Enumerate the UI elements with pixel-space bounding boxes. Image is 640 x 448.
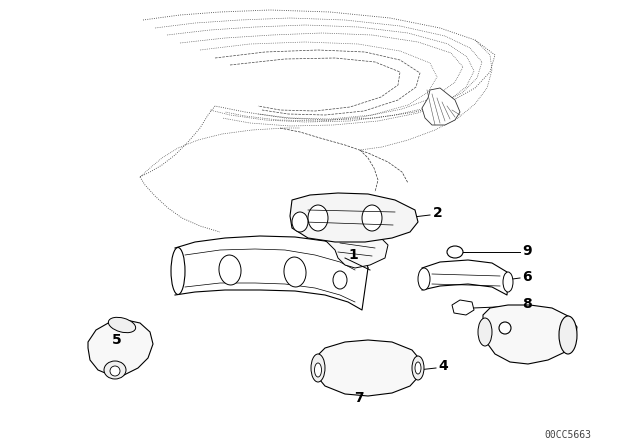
Ellipse shape: [219, 255, 241, 285]
Text: 4: 4: [438, 359, 448, 373]
Polygon shape: [452, 300, 474, 315]
Ellipse shape: [362, 205, 382, 231]
Ellipse shape: [418, 268, 430, 290]
Ellipse shape: [110, 366, 120, 376]
Ellipse shape: [108, 317, 136, 333]
Text: 00CC5663: 00CC5663: [545, 430, 591, 440]
Ellipse shape: [292, 212, 308, 232]
Text: 3: 3: [558, 326, 568, 340]
Text: 7: 7: [354, 391, 364, 405]
Text: 9: 9: [522, 244, 532, 258]
Ellipse shape: [104, 361, 126, 379]
Ellipse shape: [284, 257, 306, 287]
Ellipse shape: [412, 356, 424, 380]
Polygon shape: [290, 193, 418, 242]
Text: 6: 6: [522, 270, 532, 284]
Polygon shape: [88, 320, 153, 375]
Ellipse shape: [333, 271, 347, 289]
Ellipse shape: [171, 247, 185, 294]
Ellipse shape: [478, 318, 492, 346]
Ellipse shape: [559, 316, 577, 354]
Ellipse shape: [314, 363, 321, 377]
Polygon shape: [483, 305, 577, 364]
Ellipse shape: [415, 362, 421, 374]
Ellipse shape: [447, 246, 463, 258]
Ellipse shape: [503, 272, 513, 292]
Ellipse shape: [308, 205, 328, 231]
Ellipse shape: [311, 354, 325, 382]
Polygon shape: [422, 88, 460, 125]
Ellipse shape: [499, 322, 511, 334]
Polygon shape: [325, 232, 388, 268]
Text: 5: 5: [112, 333, 122, 347]
Text: 2: 2: [433, 206, 443, 220]
Polygon shape: [315, 340, 422, 396]
Text: 1: 1: [348, 248, 358, 262]
Text: 8: 8: [522, 297, 532, 311]
